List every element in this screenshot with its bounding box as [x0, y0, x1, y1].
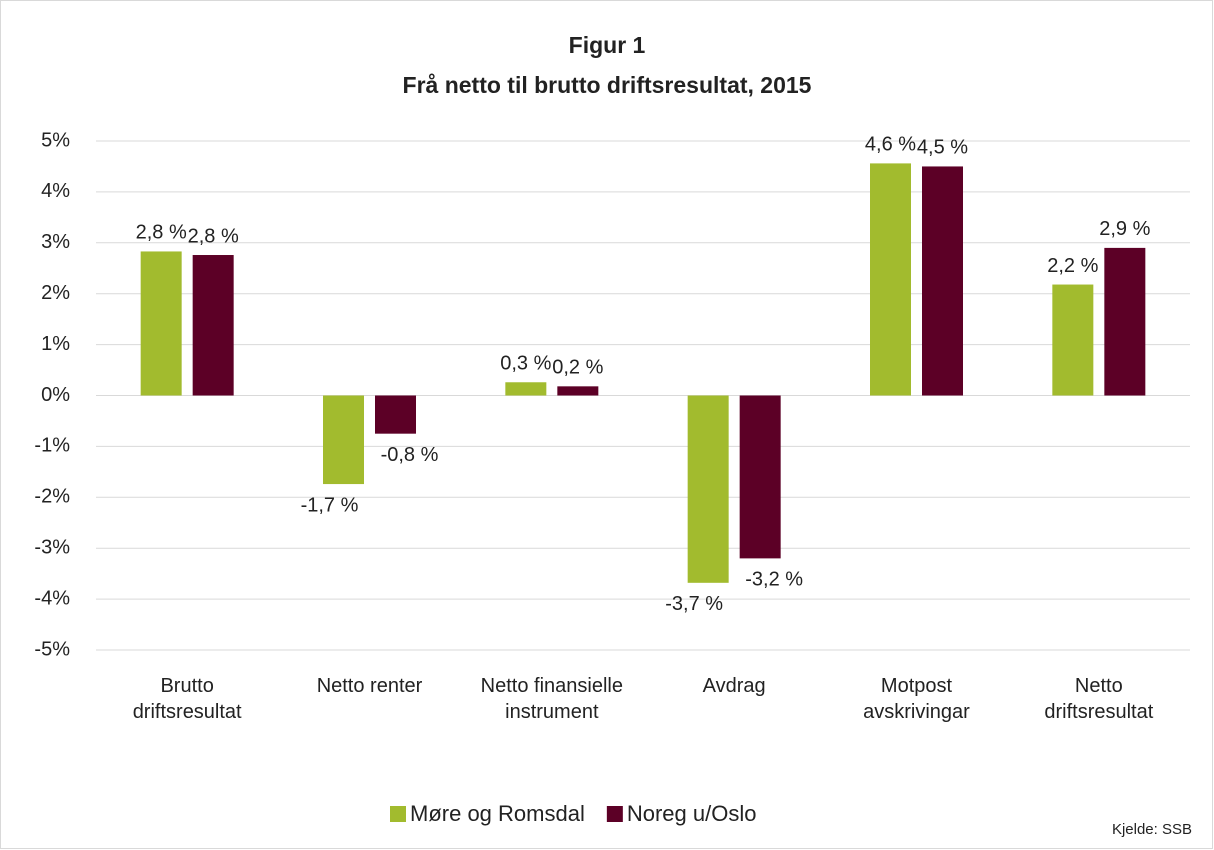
bar [375, 395, 416, 434]
x-tick-label: Netto driftsresultat [1044, 675, 1154, 723]
y-tick-label: 1% [41, 333, 70, 355]
data-label: 4,5 % [917, 137, 968, 159]
y-tick-label: -2% [34, 486, 70, 508]
bar [557, 386, 599, 396]
source: Kjelde: SSB [1112, 821, 1192, 838]
data-label: 0,3 % [500, 353, 551, 375]
bar [739, 395, 781, 559]
data-label: 4,6 % [865, 134, 916, 156]
y-tick-label: -3% [34, 536, 70, 558]
y-tick-label: -1% [34, 435, 70, 457]
data-label: 2,8 % [188, 225, 239, 247]
bar [323, 395, 364, 485]
bar [687, 395, 729, 583]
y-tick-label: 0% [41, 384, 70, 406]
data-label: -0,8 % [381, 444, 439, 466]
y-tick-label: 4% [41, 180, 70, 202]
y-tick-label: 2% [41, 282, 70, 304]
bar [140, 251, 182, 396]
chart-subtitle: Frå netto til brutto driftsresultat, 201… [403, 72, 812, 98]
x-tick-label: Netto renter [316, 675, 423, 697]
y-tick-label: 3% [41, 231, 70, 253]
bar [1052, 284, 1094, 396]
bar [192, 255, 234, 396]
y-tick-label: -5% [34, 638, 70, 660]
y-tick-label: 5% [41, 129, 70, 151]
data-label: 0,2 % [552, 357, 603, 379]
data-label: -3,2 % [745, 569, 803, 591]
data-label: 2,9 % [1099, 218, 1150, 240]
data-label: -3,7 % [665, 593, 723, 615]
y-tick-label: -4% [34, 587, 70, 609]
bar [1104, 247, 1146, 396]
legend-swatch [390, 806, 406, 822]
legend-label: Møre og Romsdal [410, 801, 585, 826]
data-label: 2,8 % [136, 222, 187, 244]
legend-label: Noreg u/Oslo [627, 801, 757, 826]
bar [870, 163, 911, 396]
x-tick-label: Netto finansielle instrument [480, 675, 623, 723]
x-tick-label: Motpost avskrivingar [863, 675, 970, 723]
data-label: 2,2 % [1047, 255, 1098, 277]
x-tick-label: Avdrag [702, 675, 766, 697]
data-label: -1,7 % [301, 494, 359, 516]
legend-swatch [606, 806, 623, 822]
bar [922, 166, 963, 396]
bar [505, 382, 547, 396]
chart-title: Figur 1 [569, 32, 646, 58]
x-tick-label: Brutto driftsresultat [132, 675, 242, 723]
